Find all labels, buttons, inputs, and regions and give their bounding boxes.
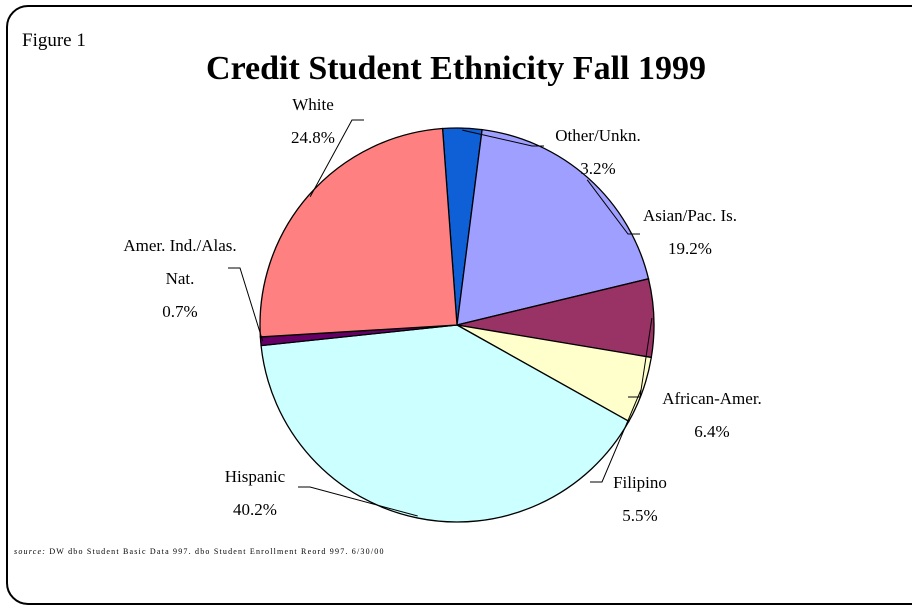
slice-label-other-unkn: Other/Unkn. bbox=[555, 126, 640, 145]
slice-labels: Other/Unkn. 3.2% Asian/Pac. Is. 19.2% Africa… bbox=[123, 95, 761, 525]
leader-other-unkn bbox=[462, 129, 544, 147]
label-leaders bbox=[228, 119, 653, 517]
slice-label-amer-ind-alas-nat: Amer. Ind./Alas. Nat. bbox=[123, 236, 236, 288]
slice-value-african-amer: 6.4% bbox=[694, 422, 729, 441]
source-text: DW dbo Student Basic Data 997. dbo Stude… bbox=[49, 547, 385, 556]
leader-filipino bbox=[590, 389, 642, 483]
slice-label-asian-pac-is: Asian/Pac. Is. bbox=[643, 206, 737, 225]
figure-label: Figure 1 bbox=[22, 30, 86, 51]
slice-value-white: 24.8% bbox=[291, 128, 335, 147]
leader-amer-ind-alas-nat bbox=[228, 267, 264, 342]
leader-asian-pac-is bbox=[586, 179, 640, 235]
pie-slices bbox=[259, 127, 655, 523]
slice-value-amer-ind-alas-nat: 0.7% bbox=[162, 302, 197, 321]
slice-label-african-amer: African-Amer. bbox=[662, 389, 762, 408]
source-note: source: DW dbo Student Basic Data 997. d… bbox=[14, 547, 385, 556]
leader-hispanic bbox=[298, 486, 418, 517]
slice-label-hispanic: Hispanic bbox=[225, 467, 286, 486]
slice-value-hispanic: 40.2% bbox=[233, 500, 277, 519]
slice-value-filipino: 5.5% bbox=[622, 506, 657, 525]
source-prefix: source: bbox=[14, 547, 47, 556]
leader-white bbox=[309, 119, 364, 197]
leader-african-amer bbox=[628, 318, 653, 398]
pie-slice-asian-pac-is bbox=[456, 128, 650, 326]
pie-slice-hispanic bbox=[260, 324, 630, 523]
slice-value-asian-pac-is: 19.2% bbox=[668, 239, 712, 258]
slice-label-filipino: Filipino bbox=[613, 473, 667, 492]
slice-value-other-unkn: 3.2% bbox=[580, 159, 615, 178]
slice-label-white: White bbox=[292, 95, 334, 114]
chart-title: Credit Student Ethnicity Fall 1999 bbox=[206, 50, 706, 87]
pie-slice-white bbox=[259, 127, 458, 338]
pie-chart: Other/Unkn. 3.2% Asian/Pac. Is. 19.2% Africa… bbox=[123, 95, 761, 525]
